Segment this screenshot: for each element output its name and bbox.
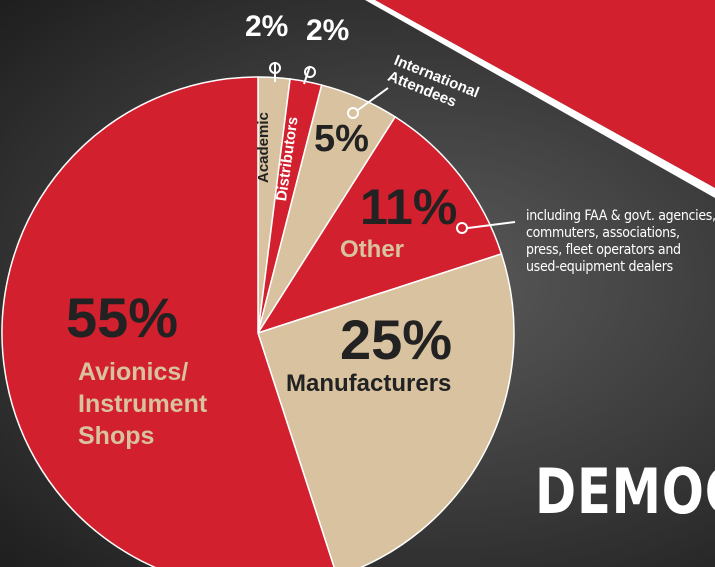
pie-slice [257,252,515,567]
category-label: Manufacturers [286,370,452,397]
value-label: 55% [66,286,179,349]
value-label: 5% [314,118,369,160]
value-label: 2% [306,14,350,47]
category-label: Avionics/ Instrument Shops [78,358,208,450]
pie-slice [256,115,503,335]
value-label: 2% [245,10,289,43]
leader-line [357,87,389,111]
leader-dot [347,107,359,119]
leader-dot [269,62,281,74]
leader-dot [456,222,468,234]
annotation: including FAA & govt. agencies, commuter… [526,208,715,275]
value-label: 11% [360,179,458,235]
white-stripe [365,0,715,198]
category-label: Academic [255,112,272,183]
category-label: Other [340,236,405,263]
value-label: 25% [340,308,453,371]
pie-slice [1,76,335,567]
leader-dot [304,66,316,78]
title: DEMOG [535,455,715,528]
leader-line [467,221,516,229]
